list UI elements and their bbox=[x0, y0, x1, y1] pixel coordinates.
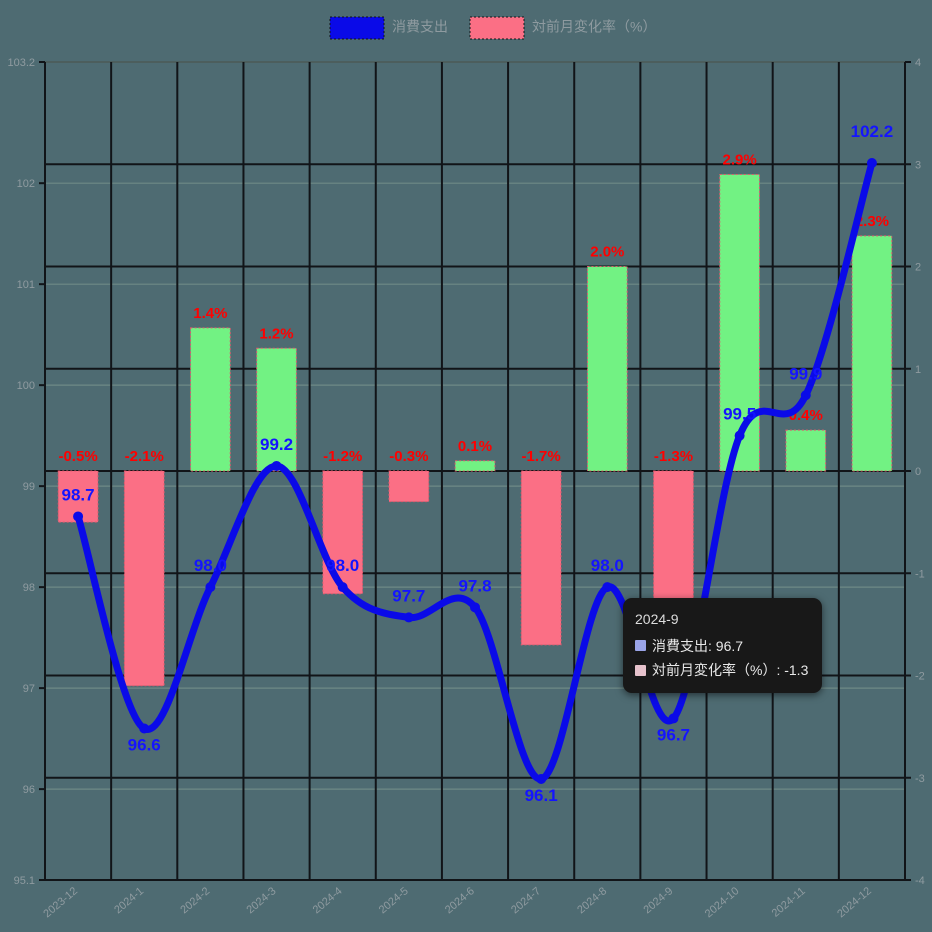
line-label-2024-4: 98.0 bbox=[326, 556, 359, 575]
bar-2024-5 bbox=[388, 470, 430, 503]
bar-label-2024-5: -0.3% bbox=[389, 448, 428, 465]
line-label-2024-5: 97.7 bbox=[392, 586, 425, 605]
chart-tooltip: 2024-9 消費支出: 96.7 対前月変化率（%）: -1.3 bbox=[623, 598, 823, 693]
right-axis-tick-label: -2 bbox=[915, 671, 925, 683]
chart-legend: 消費支出 対前月変化率（%） bbox=[329, 16, 656, 40]
right-axis-tick-label: -4 bbox=[915, 875, 925, 887]
data-point-2024-10 bbox=[734, 430, 745, 441]
right-axis-tick-label: 2 bbox=[915, 262, 921, 274]
x-axis-label-2024-6: 2024-6 bbox=[443, 885, 477, 916]
bar-label-2024-9: -1.3% bbox=[654, 448, 693, 465]
bar-label-2024-3: 1.2% bbox=[259, 325, 293, 342]
x-axis-label-2024-8: 2024-8 bbox=[575, 885, 609, 916]
data-point-2024-6 bbox=[470, 602, 480, 613]
data-point-2024-1 bbox=[139, 723, 150, 734]
right-axis-tick-label: 1 bbox=[915, 364, 921, 376]
bar-label-2024-4: -1.2% bbox=[323, 448, 362, 465]
x-axis-label-2024-9: 2024-9 bbox=[641, 885, 675, 916]
tooltip-swatch-change-rate bbox=[635, 664, 646, 676]
x-axis-label-2023-12: 2023-12 bbox=[41, 885, 80, 920]
left-axis-tick-label: 100 bbox=[17, 380, 35, 392]
tooltip-text-0: 消費支出: 96.7 bbox=[652, 637, 744, 654]
x-axis-label-2024-1: 2024-1 bbox=[112, 885, 146, 916]
tooltip-row-1: 対前月変化率（%）: -1.3 bbox=[635, 658, 808, 683]
left-axis-tick-label: 103.2 bbox=[7, 57, 35, 69]
bar-2024-10 bbox=[719, 173, 760, 472]
bar-2024-8 bbox=[586, 266, 628, 472]
bar-2024-9 bbox=[653, 470, 694, 605]
left-axis-tick-label: 96 bbox=[23, 784, 35, 796]
left-axis-tick-label: 102 bbox=[17, 178, 35, 190]
bar-2024-3 bbox=[256, 347, 297, 472]
bar-label-2024-2: 1.4% bbox=[193, 305, 227, 322]
line-label-2024-10: 99.5 bbox=[723, 405, 756, 424]
data-point-2024-2 bbox=[205, 582, 216, 593]
bar-2024-6 bbox=[454, 460, 496, 472]
x-axis-label-2024-10: 2024-10 bbox=[703, 885, 742, 920]
data-point-2024-5 bbox=[403, 612, 414, 623]
left-axis-tick-label: 98 bbox=[23, 582, 35, 594]
data-point-2024-7 bbox=[536, 774, 547, 785]
bar-2024-12 bbox=[851, 235, 893, 472]
bar-2024-7 bbox=[520, 470, 562, 646]
left-axis-tick-label: 95.1 bbox=[14, 875, 35, 887]
line-label-2024-8: 98.0 bbox=[591, 556, 624, 575]
line-label-2024-11: 99.9 bbox=[789, 364, 822, 383]
x-axis-label-2024-7: 2024-7 bbox=[509, 885, 543, 916]
data-point-2024-4 bbox=[337, 582, 348, 593]
legend-label-1: 対前月変化率（%） bbox=[532, 19, 656, 35]
bar-label-2024-10: 2.9% bbox=[723, 151, 757, 168]
line-label-2024-1: 96.6 bbox=[128, 736, 161, 755]
data-point-2023-12 bbox=[73, 511, 84, 522]
line-label-2024-7: 96.1 bbox=[525, 786, 558, 805]
tooltip-title: 2024-9 bbox=[635, 611, 679, 627]
consumption-line bbox=[74, 159, 876, 783]
bar-label-2023-12: -0.5% bbox=[58, 448, 97, 465]
data-point-2024-11 bbox=[800, 390, 811, 401]
right-axis-tick-label: -1 bbox=[915, 568, 925, 580]
bar-label-2024-8: 2.0% bbox=[590, 244, 624, 261]
bar-2023-12 bbox=[57, 470, 99, 523]
data-point-2024-9 bbox=[668, 713, 679, 724]
line-label-2023-12: 98.7 bbox=[62, 485, 95, 504]
bar-2024-2 bbox=[190, 327, 231, 472]
right-axis-tick-label: -3 bbox=[915, 773, 925, 785]
x-axis-label-2024-11: 2024-11 bbox=[770, 885, 808, 920]
line-label-2024-3: 99.2 bbox=[260, 435, 293, 454]
tooltip-text-1: 対前月変化率（%）: -1.3 bbox=[652, 662, 809, 678]
line-label-2024-12: 102.2 bbox=[851, 122, 894, 141]
legend-swatch-0[interactable] bbox=[329, 16, 385, 40]
x-axis-label-2024-12: 2024-12 bbox=[835, 885, 874, 920]
right-axis-tick-label: 4 bbox=[915, 57, 921, 69]
left-axis-tick-label: 99 bbox=[23, 481, 35, 493]
legend-label-0: 消費支出 bbox=[392, 19, 448, 35]
data-point-2024-3 bbox=[271, 460, 282, 471]
x-axis-label-2024-2: 2024-2 bbox=[178, 885, 212, 916]
tooltip-swatch-consumption bbox=[635, 640, 646, 652]
line-label-2024-9: 96.7 bbox=[657, 725, 690, 744]
x-axis-label-2024-3: 2024-3 bbox=[245, 885, 279, 916]
left-axis-tick-label: 97 bbox=[23, 683, 35, 695]
bar-label-2024-7: -1.7% bbox=[522, 448, 561, 465]
x-axis-label-2024-4: 2024-4 bbox=[311, 885, 345, 916]
right-axis-tick-label: 0 bbox=[915, 466, 921, 478]
tooltip-row-0: 消費支出: 96.7 bbox=[635, 634, 808, 659]
bar-2024-1 bbox=[123, 470, 165, 687]
line-label-2024-2: 98.0 bbox=[194, 556, 227, 575]
bar-label-2024-6: 0.1% bbox=[458, 438, 492, 455]
legend-swatch-1[interactable] bbox=[469, 16, 525, 40]
bar-2024-11 bbox=[785, 429, 827, 472]
right-axis-tick-label: 3 bbox=[915, 159, 921, 171]
line-label-2024-6: 97.8 bbox=[458, 576, 491, 595]
bar-label-2024-12: 2.3% bbox=[855, 213, 889, 230]
data-point-2024-8 bbox=[602, 582, 613, 593]
left-axis-tick-label: 101 bbox=[17, 279, 35, 291]
bar-label-2024-1: -2.1% bbox=[125, 448, 164, 465]
x-axis-label-2024-5: 2024-5 bbox=[377, 885, 411, 916]
data-point-2024-12 bbox=[866, 157, 877, 168]
bar-2024-4 bbox=[322, 470, 364, 595]
